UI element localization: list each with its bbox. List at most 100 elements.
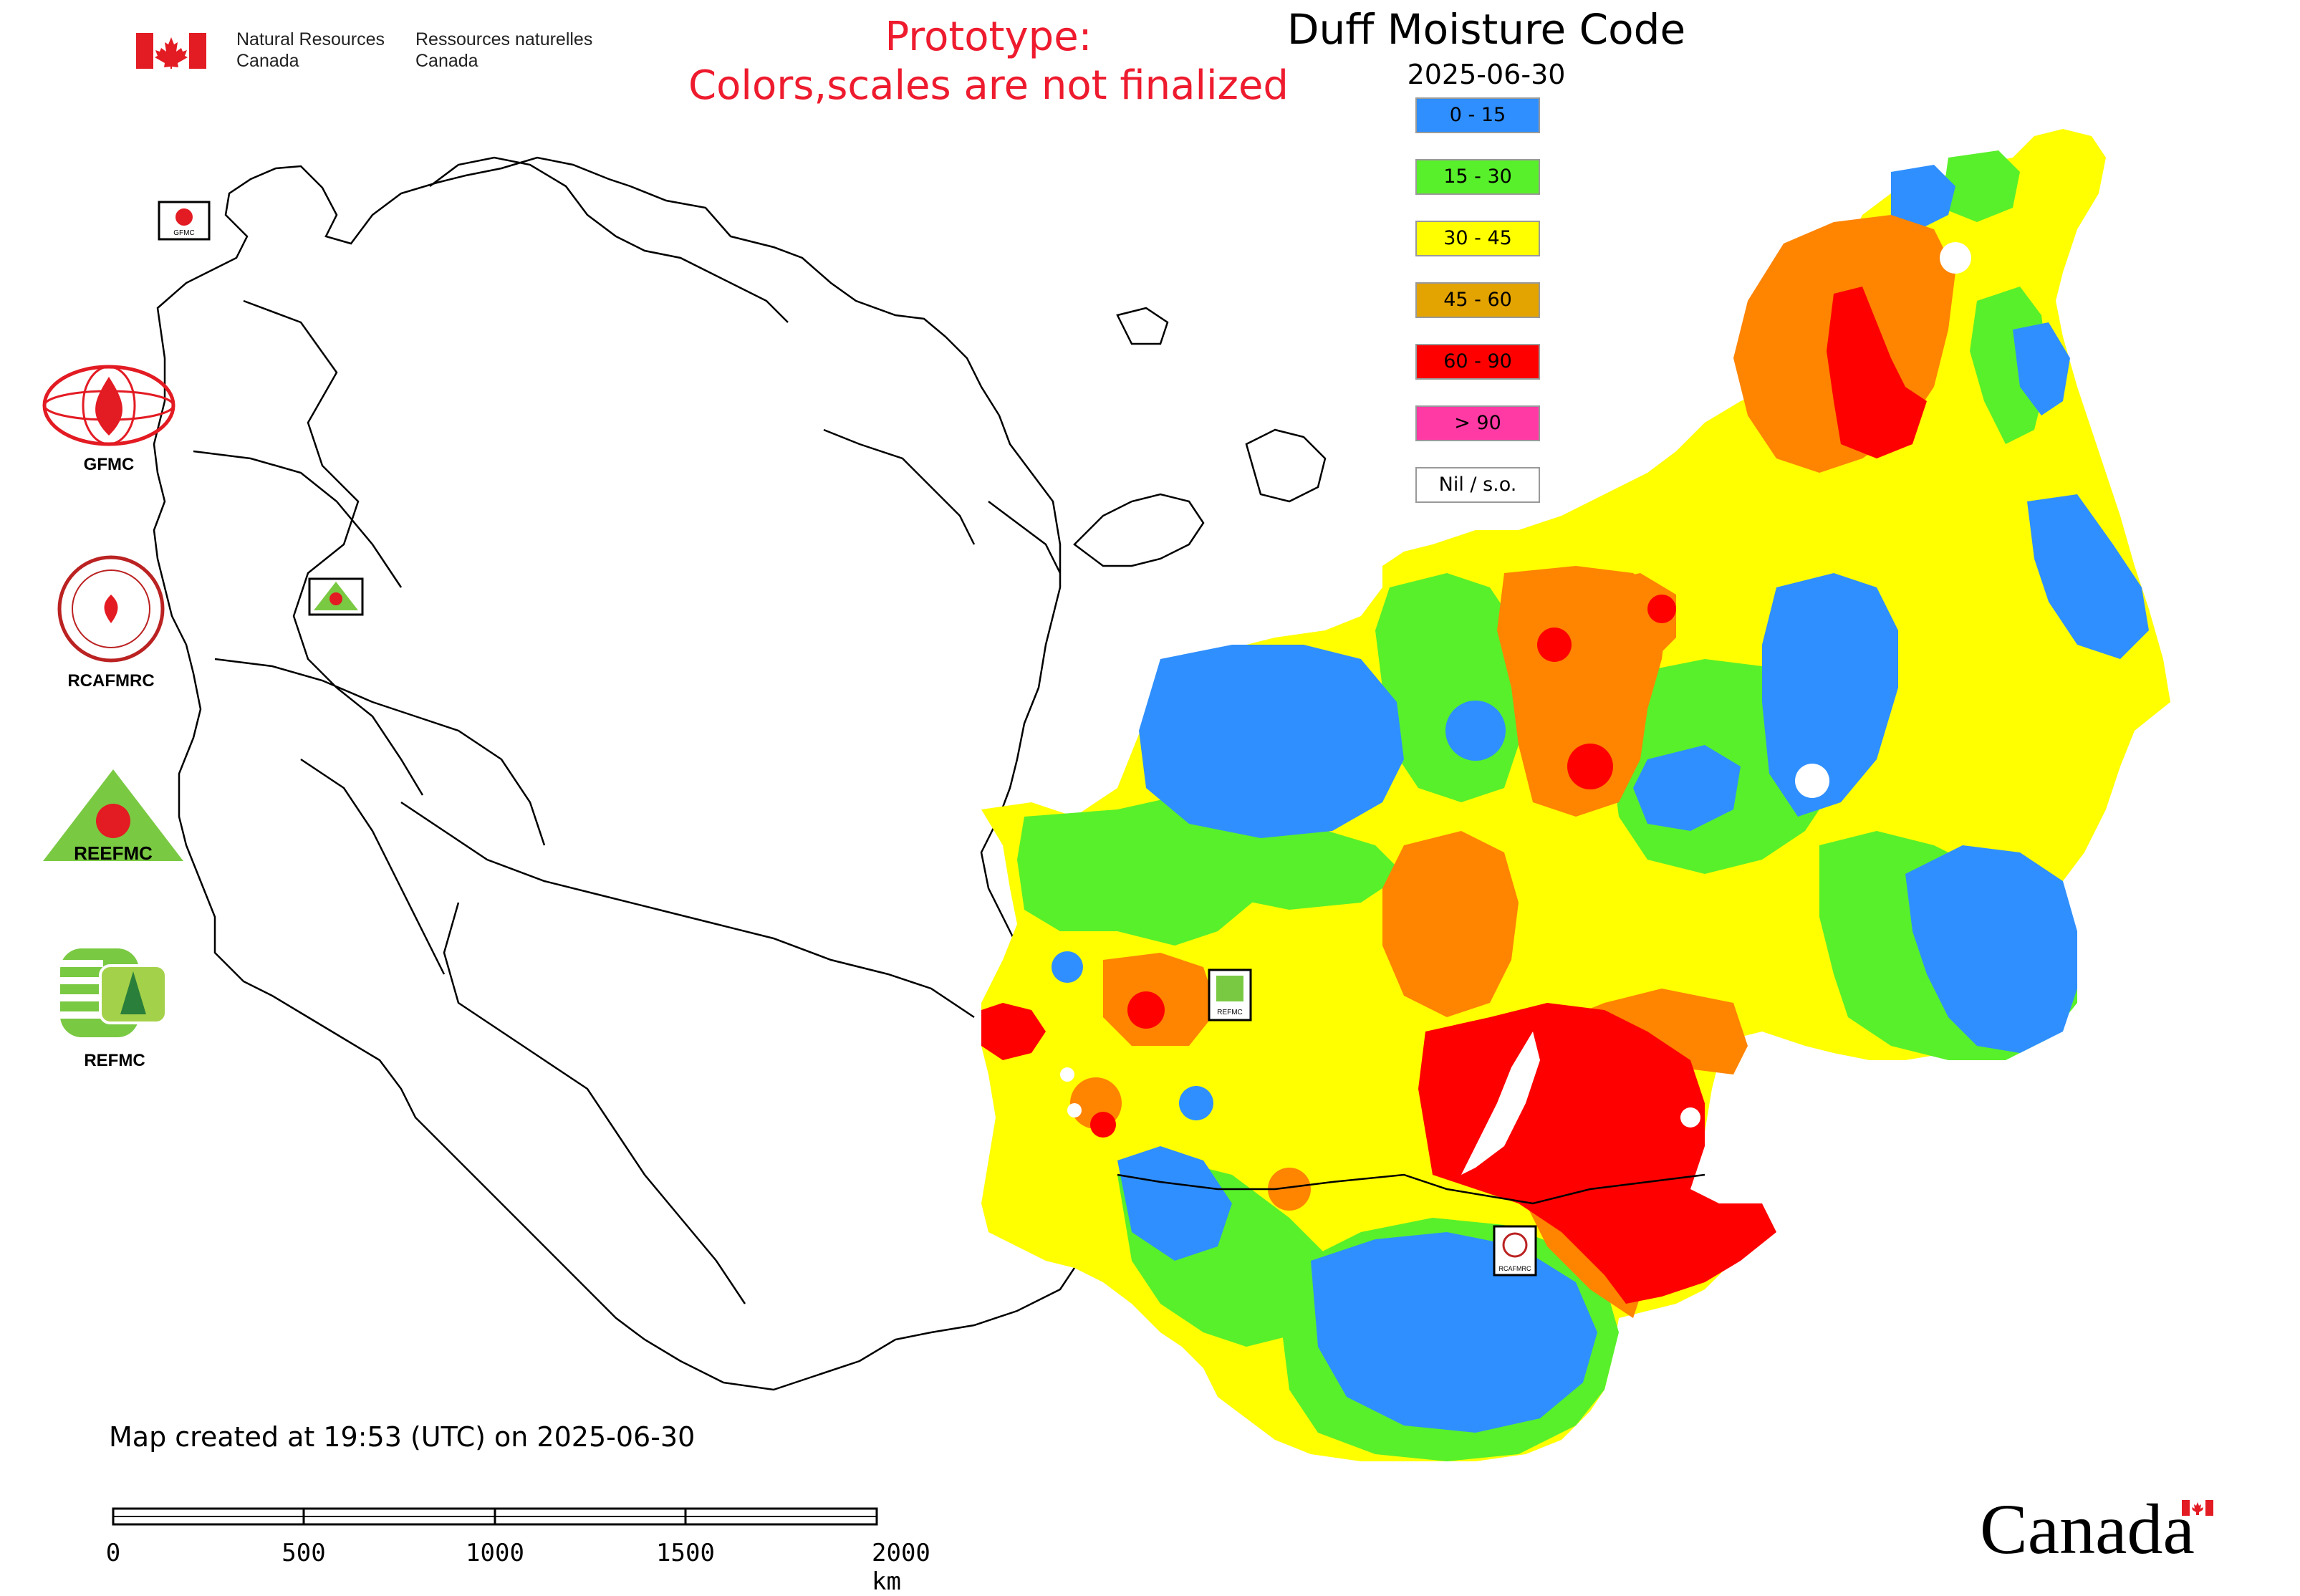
- zone-nil: [1940, 242, 1971, 274]
- legend-item-45-60: 45 - 60: [1415, 282, 1540, 318]
- legend-item-gt-90: > 90: [1415, 405, 1540, 441]
- zone-blue: [1311, 1232, 1597, 1433]
- island-outline: [1245, 428, 1327, 503]
- coast-line: [429, 156, 789, 323]
- zone-nil: [1680, 1107, 1700, 1128]
- nrcan-fr-line1: Ressources naturelles: [415, 29, 593, 49]
- zone-orange: [1268, 1168, 1311, 1211]
- gfmc-logo-icon: [42, 365, 175, 446]
- org-label: RCAFMRC: [67, 671, 155, 691]
- legend-item-30-45: 30 - 45: [1415, 221, 1540, 256]
- zone-blue: [1891, 165, 1955, 229]
- map-marker-label: GFMC: [173, 229, 194, 237]
- nrcan-en-line1: Natural Resources: [236, 29, 385, 49]
- nrcan-signature: Natural Resources Canada Ressources natu…: [136, 29, 609, 79]
- org-refmc: REFMC: [57, 946, 172, 1071]
- scale-label: 1500: [656, 1539, 715, 1567]
- zone-blue: [1052, 951, 1083, 983]
- rcafmrc-logo-icon: [57, 555, 165, 663]
- zone-orange: [1576, 573, 1676, 666]
- legend-item-60-90: 60 - 90: [1415, 344, 1540, 380]
- org-label: REFMC: [84, 1051, 145, 1070]
- canada-wordmark-flag-icon: [2182, 1500, 2213, 1516]
- reefmc-logo-text: REEFMC: [74, 842, 153, 864]
- zone-blue: [1905, 845, 2077, 1053]
- zone-red: [1647, 595, 1676, 623]
- canada-flag-icon: [136, 33, 206, 69]
- island-outline: [1073, 493, 1205, 567]
- zone-red: [1567, 744, 1613, 789]
- legend-label: 0 - 15: [1449, 104, 1506, 126]
- zone-blue: [1139, 645, 1404, 838]
- border-line: [300, 758, 446, 975]
- map-marker-refmc: REFMC: [1208, 968, 1252, 1021]
- zone-nil-lake: [1461, 1032, 1540, 1175]
- scale-bar: 0 500 1000 1500 2000 km: [105, 1503, 960, 1596]
- org-label: GFMC: [83, 455, 135, 474]
- zone-blue: [1445, 701, 1506, 761]
- prototype-notice: Prototype: Colors,scales are not finaliz…: [616, 13, 1361, 110]
- nrcan-en-line2: Canada: [236, 51, 299, 71]
- zone-green: [1970, 287, 2049, 444]
- border-line: [443, 902, 746, 1304]
- scale-label: 500: [282, 1539, 326, 1567]
- zone-red: [1127, 991, 1165, 1029]
- legend-label: Nil / s.o.: [1438, 473, 1517, 496]
- island-outline: [1116, 307, 1169, 345]
- zone-blue: [1762, 573, 1898, 817]
- map-marker-reefmc: [308, 577, 364, 616]
- reefmc-logo-icon: REEFMC: [43, 769, 183, 864]
- map-created-text: Map created at 19:53 (UTC) on 2025-06-30: [109, 1421, 696, 1453]
- legend-label: > 90: [1454, 412, 1501, 434]
- legend-item-nil: Nil / s.o.: [1415, 467, 1540, 503]
- legend-label: 60 - 90: [1443, 350, 1512, 372]
- prototype-line2: Colors,scales are not finalized: [688, 62, 1289, 109]
- nrcan-fr-line2: Canada: [415, 51, 478, 71]
- scale-bar-graphic: [112, 1507, 878, 1526]
- zone-red: [1827, 287, 1927, 458]
- zone-blue: [1179, 1086, 1213, 1120]
- border-line: [214, 658, 546, 846]
- border-line: [243, 299, 424, 796]
- legend-item-0-15: 0 - 15: [1415, 97, 1540, 133]
- zone-blue: [1633, 745, 1741, 831]
- refmc-logo-icon: [60, 948, 168, 1037]
- zone-red: [1537, 628, 1572, 662]
- map-marker-label: RCAFMRC: [1499, 1265, 1531, 1272]
- zone-blue: [1117, 1146, 1232, 1261]
- zone-blue: [2027, 494, 2149, 659]
- zone-nil: [1067, 1103, 1082, 1117]
- scale-label: 1000: [466, 1539, 524, 1567]
- zone-blue: [2013, 322, 2070, 415]
- map-marker-rcafmrc: RCAFMRC: [1493, 1225, 1537, 1277]
- legend-label: 30 - 45: [1443, 227, 1512, 249]
- border-line: [400, 801, 975, 1019]
- prototype-line1: Prototype:: [885, 14, 1092, 60]
- map-marker-label: REFMC: [1217, 1009, 1243, 1016]
- canada-wordmark: Canada: [1980, 1489, 2195, 1569]
- zone-nil: [1060, 1067, 1074, 1082]
- org-gfmc: GFMC: [37, 364, 181, 475]
- legend-label: 45 - 60: [1443, 289, 1512, 311]
- map-marker-gfmc: GFMC: [158, 201, 211, 241]
- zone-nil: [1795, 764, 1829, 798]
- zone-orange: [1382, 831, 1519, 1017]
- map-title: Duff Moisture Code: [1286, 5, 1686, 54]
- map-date: 2025-06-30: [1407, 59, 1566, 90]
- legend-label: 15 - 30: [1443, 165, 1512, 188]
- coast-line: [988, 501, 1062, 574]
- zone-red: [1090, 1112, 1116, 1138]
- scale-label: 0: [105, 1539, 121, 1567]
- coast-line: [823, 428, 976, 545]
- legend-item-15-30: 15 - 30: [1415, 159, 1540, 195]
- org-rcafmrc: RCAFMRC: [57, 552, 165, 691]
- scale-label: 2000 km: [872, 1539, 930, 1596]
- org-reefmc: REEFMC: [37, 766, 189, 872]
- zone-green: [1146, 824, 1404, 910]
- zone-green: [1941, 150, 2020, 222]
- border-line: [193, 450, 403, 588]
- border-line: [1117, 1173, 1705, 1205]
- dmc-fill-region: [981, 129, 2170, 1461]
- zone-red: [981, 1003, 1046, 1060]
